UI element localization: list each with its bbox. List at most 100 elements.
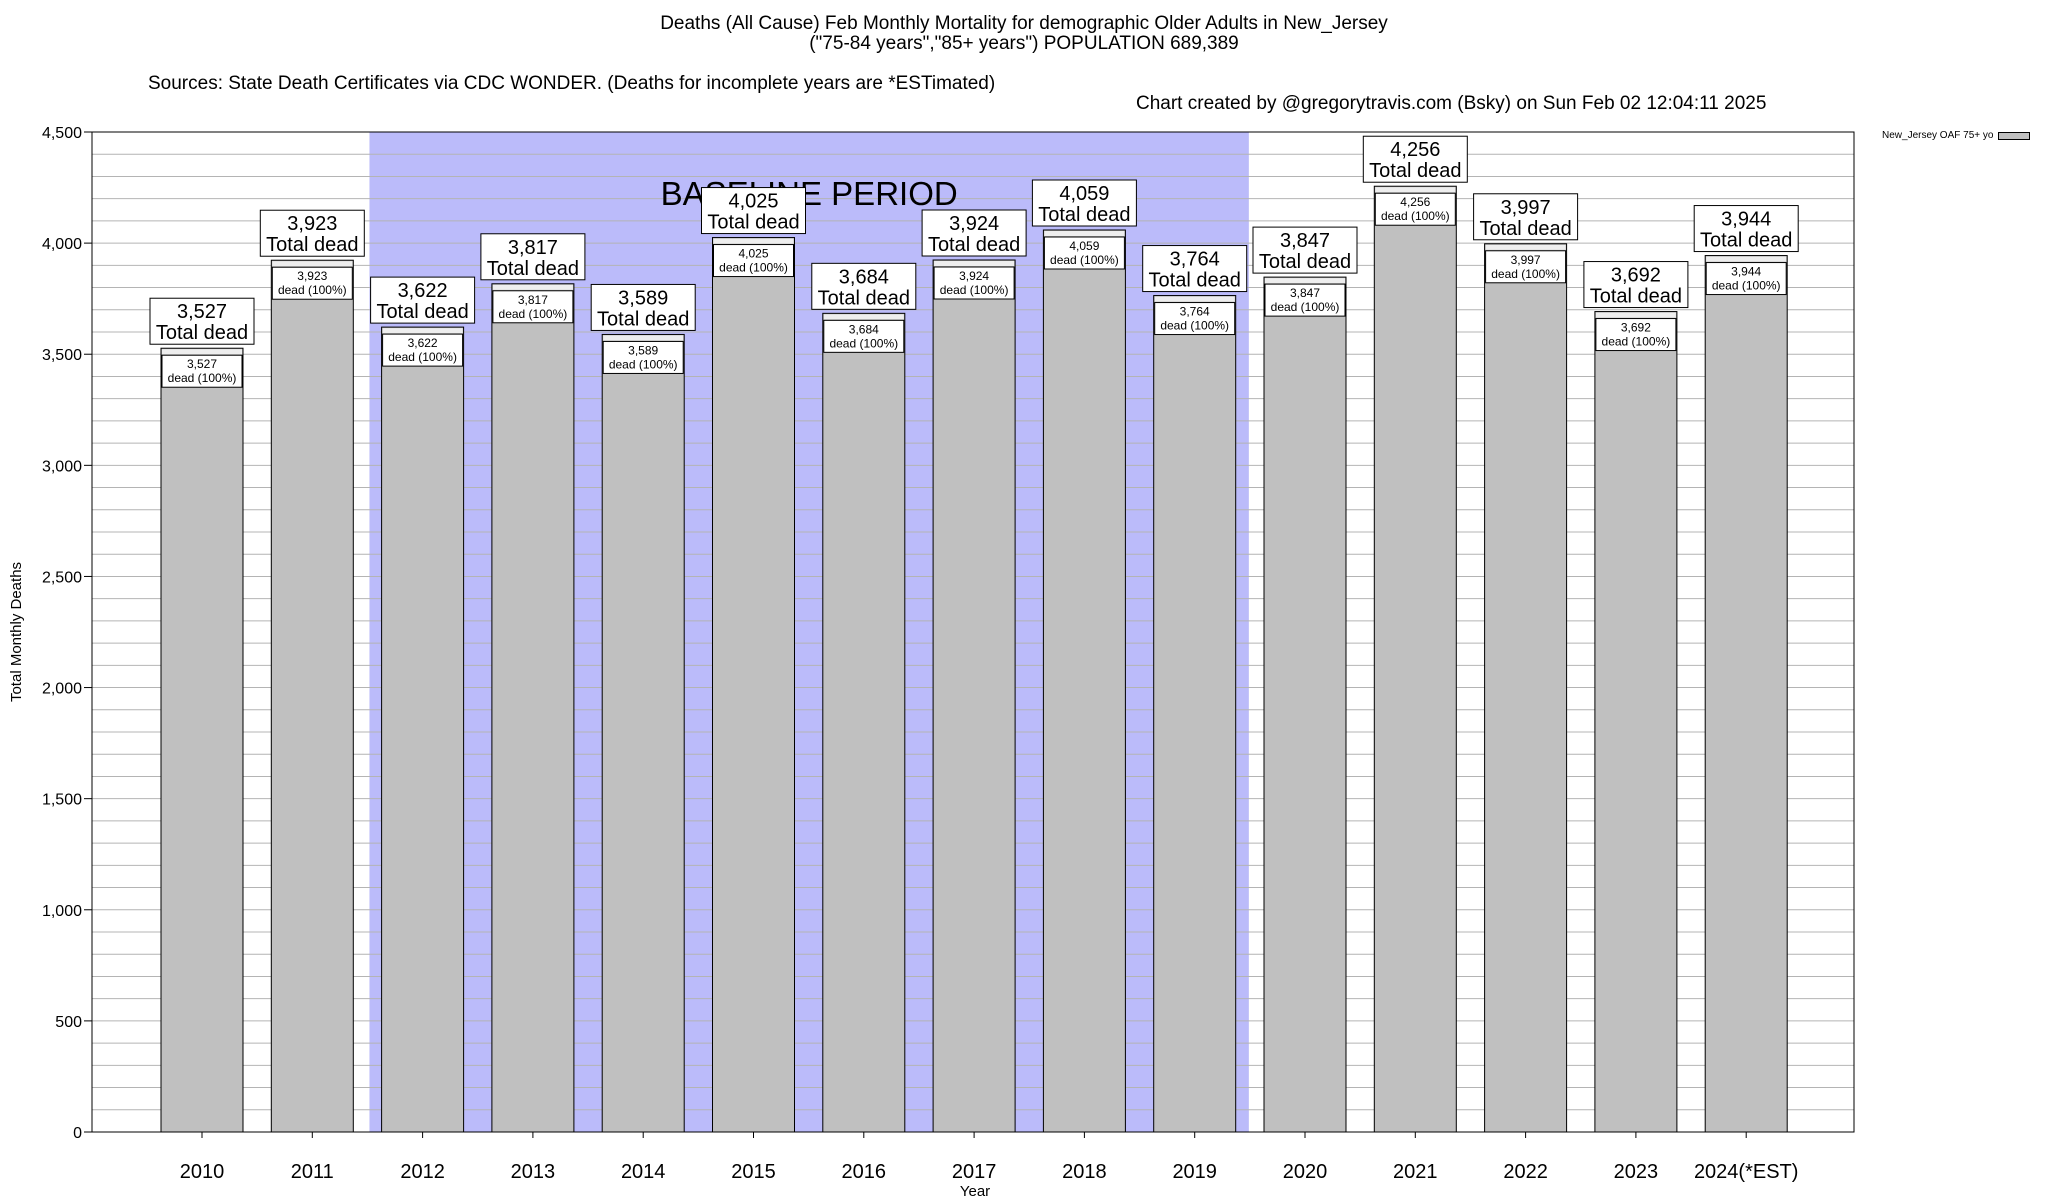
total-value-label: 3,622 xyxy=(398,280,448,302)
x-tick-label: 2020 xyxy=(1283,1161,1328,1183)
credit-text: Chart created by @gregorytravis.com (Bsk… xyxy=(1136,93,1767,114)
total-label-box xyxy=(480,233,586,281)
total-dead-label: Total dead xyxy=(266,234,358,256)
bar-top-strip xyxy=(272,261,353,267)
total-label-box xyxy=(1031,179,1137,227)
inner-percent-label: dead (100%) xyxy=(168,371,237,385)
bar xyxy=(1373,185,1457,1133)
x-axis-label: Year xyxy=(960,1183,990,1200)
inner-percent-label: dead (100%) xyxy=(829,336,898,350)
total-value-label: 3,997 xyxy=(1501,197,1551,219)
y-tick-label: 1,000 xyxy=(42,903,82,920)
inner-value-label: 4,256 xyxy=(1400,195,1430,209)
total-dead-label: Total dead xyxy=(1149,270,1241,292)
inner-label-box xyxy=(492,290,574,324)
bar-top-strip xyxy=(1044,231,1125,236)
total-value-label: 3,944 xyxy=(1721,209,1771,231)
chart-title-block: Deaths (All Cause) Feb Monthly Mortality… xyxy=(0,14,2048,54)
bar xyxy=(822,312,906,1133)
total-value-label: 3,923 xyxy=(287,213,337,235)
total-dead-label: Total dead xyxy=(818,287,910,309)
inner-label-box xyxy=(1485,250,1567,284)
legend-swatch xyxy=(1998,131,2031,140)
inner-value-label: 3,817 xyxy=(518,293,548,307)
total-label-box xyxy=(590,283,696,331)
total-dead-label: Total dead xyxy=(1038,204,1130,226)
total-value-label: 3,924 xyxy=(949,213,999,235)
total-dead-label: Total dead xyxy=(1369,160,1461,182)
x-tick-label: 2010 xyxy=(180,1161,225,1183)
y-tick-label: 2,000 xyxy=(42,681,82,698)
total-label-box xyxy=(370,276,476,324)
inner-value-label: 4,059 xyxy=(1069,239,1099,253)
total-dead-label: Total dead xyxy=(376,301,468,323)
total-label-box xyxy=(1693,205,1799,253)
y-tick-label: 3,500 xyxy=(42,347,82,364)
total-label-box xyxy=(811,262,917,310)
legend: New_Jersey OAF 75+ yo xyxy=(1882,130,2031,141)
x-tick-label: 2024(*EST) xyxy=(1694,1161,1799,1183)
inner-label-box xyxy=(1264,283,1346,317)
inner-percent-label: dead (100%) xyxy=(499,307,568,321)
inner-percent-label: dead (100%) xyxy=(940,283,1009,297)
inner-value-label: 3,923 xyxy=(297,269,327,283)
y-tick-label: 2,500 xyxy=(42,569,82,586)
bar-top-strip xyxy=(713,238,794,244)
total-dead-label: Total dead xyxy=(1479,218,1571,240)
inner-label-box xyxy=(1705,262,1787,296)
chart-subtitle: ("75-84 years","85+ years") POPULATION 6… xyxy=(809,33,1239,54)
chart-title: Deaths (All Cause) Feb Monthly Mortality… xyxy=(660,13,1388,34)
bar xyxy=(381,326,465,1133)
total-value-label: 3,692 xyxy=(1611,265,1661,287)
total-value-label: 4,025 xyxy=(728,191,778,213)
bar-top-strip xyxy=(1375,187,1456,193)
x-tick-label: 2023 xyxy=(1614,1161,1659,1183)
inner-percent-label: dead (100%) xyxy=(1050,253,1119,267)
inner-percent-label: dead (100%) xyxy=(719,261,788,275)
sources-text: Sources: State Death Certificates via CD… xyxy=(148,73,996,94)
inner-value-label: 3,589 xyxy=(628,343,658,357)
inner-label-box xyxy=(271,266,353,300)
x-tick-label: 2019 xyxy=(1172,1161,1217,1183)
total-value-label: 3,589 xyxy=(618,287,668,309)
inner-percent-label: dead (100%) xyxy=(609,357,678,371)
bar xyxy=(160,347,244,1133)
total-dead-label: Total dead xyxy=(597,308,689,330)
bar xyxy=(932,259,1016,1133)
x-tick-label: 2016 xyxy=(842,1161,887,1183)
bar-top-strip xyxy=(603,335,684,341)
inner-percent-label: dead (100%) xyxy=(1602,335,1671,349)
bar-top-strip xyxy=(162,349,242,355)
y-tick-label: 1,500 xyxy=(42,792,82,809)
inner-percent-label: dead (100%) xyxy=(1381,209,1450,223)
inner-percent-label: dead (100%) xyxy=(1712,279,1781,293)
bar-top-strip xyxy=(1706,256,1787,262)
total-label-box xyxy=(1252,226,1358,274)
inner-percent-label: dead (100%) xyxy=(388,350,457,364)
total-value-label: 3,527 xyxy=(177,301,227,323)
bar xyxy=(1594,311,1678,1133)
inner-value-label: 3,684 xyxy=(849,322,879,336)
x-tick-label: 2022 xyxy=(1503,1161,1548,1183)
bar xyxy=(601,333,685,1133)
inner-value-label: 3,847 xyxy=(1290,286,1320,300)
total-label-box xyxy=(701,187,806,235)
inner-label-box xyxy=(382,333,464,367)
x-tick-label: 2011 xyxy=(291,1161,334,1183)
x-tick-label: 2012 xyxy=(400,1161,445,1183)
legend-label: New_Jersey OAF 75+ yo xyxy=(1882,130,1994,141)
x-tick-label: 2021 xyxy=(1393,1161,1438,1183)
inner-value-label: 3,924 xyxy=(959,269,989,283)
total-dead-label: Total dead xyxy=(1259,251,1351,273)
bar xyxy=(1042,229,1126,1133)
bar xyxy=(1704,255,1788,1133)
total-value-label: 3,847 xyxy=(1280,230,1330,252)
bar-top-strip xyxy=(492,284,573,290)
total-value-label: 4,059 xyxy=(1059,183,1109,205)
total-dead-label: Total dead xyxy=(1590,286,1682,308)
total-value-label: 3,684 xyxy=(839,266,889,288)
inner-label-box xyxy=(933,266,1015,300)
inner-value-label: 3,622 xyxy=(408,336,438,350)
x-tick-label: 2018 xyxy=(1062,1161,1107,1183)
total-label-box xyxy=(1473,193,1579,241)
